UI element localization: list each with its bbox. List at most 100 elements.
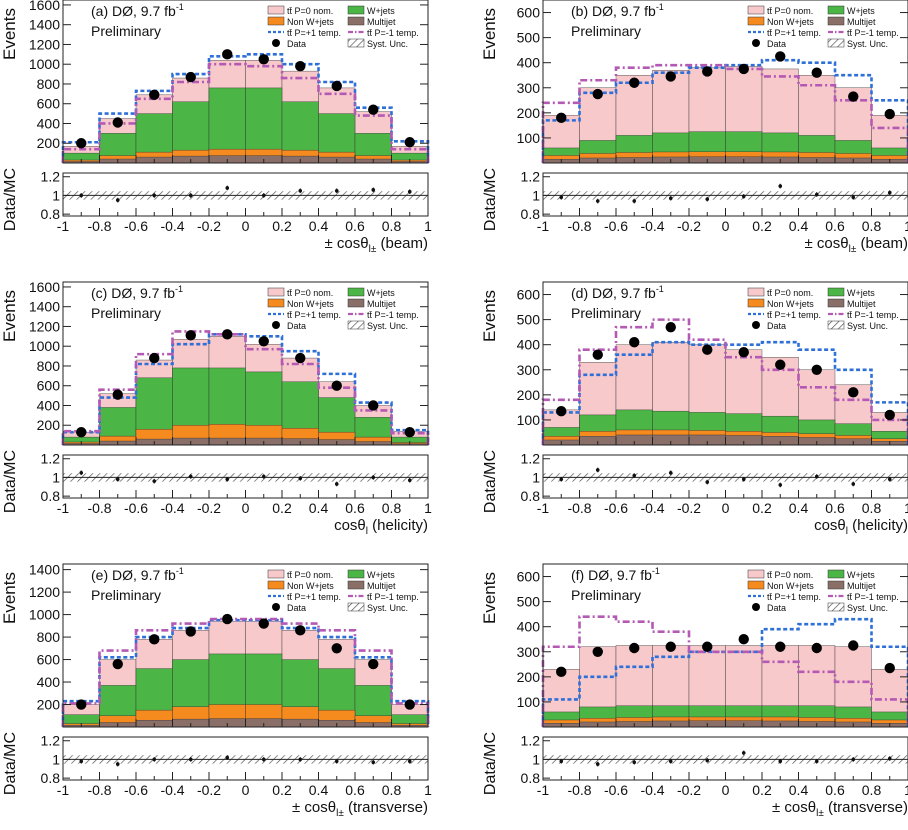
ratio-axis-label: Data/MC	[482, 450, 499, 513]
ratio-tick-label: 1.2	[41, 169, 61, 185]
data-point	[593, 647, 603, 657]
data-point	[76, 699, 86, 709]
legend-p-minus-label: tt̄ P=-1 temp.	[847, 28, 899, 38]
ratio-point	[742, 478, 746, 482]
ratio-tick-label: 1	[532, 469, 540, 485]
legend-nonw-label: Non W+jets	[767, 299, 814, 309]
ratio-point	[815, 193, 819, 197]
ratio-point	[408, 190, 412, 194]
panel-title: (a) DØ, 9.7 fb-1	[91, 2, 184, 19]
ratio-point	[669, 471, 673, 475]
x-tick-label: 0.2	[272, 782, 292, 798]
x-tick-label: 0.4	[789, 782, 809, 798]
legend-nonw-swatch	[748, 581, 764, 589]
ratio-axis-label: Data/MC	[2, 168, 19, 231]
legend-data-label: Data	[767, 321, 786, 331]
ratio-point	[298, 189, 302, 193]
ratio-point	[371, 476, 375, 480]
y-tick-label: 1400	[29, 562, 60, 578]
y-tick-label: 200	[517, 105, 541, 121]
ratio-point	[79, 194, 83, 198]
legend-wjets-swatch	[348, 570, 364, 578]
ratio-point	[262, 194, 266, 198]
ratio-point	[335, 482, 339, 486]
x-axis-label: ± cosθl± (transverse)	[772, 799, 908, 819]
ratio-tick-label: 1.2	[521, 451, 541, 467]
data-point	[775, 360, 785, 370]
data-point	[666, 642, 676, 652]
ratio-tick-label: 1	[52, 187, 60, 203]
panel-title: (c) DØ, 9.7 fb-1	[91, 284, 183, 301]
data-point	[405, 137, 415, 147]
data-point	[629, 78, 639, 88]
ratio-point	[851, 482, 855, 486]
ratio-tick-label: 1.2	[521, 169, 541, 185]
x-tick-label: -0.2	[677, 218, 701, 234]
data-point	[368, 104, 378, 114]
x-tick-label: 0	[242, 782, 250, 798]
legend-nonw-swatch	[748, 17, 764, 25]
y-tick-label: 600	[37, 96, 61, 112]
x-tick-label: 0.2	[272, 218, 292, 234]
ratio-tick-label: 1	[52, 469, 60, 485]
ratio-point	[742, 751, 746, 755]
x-axis-label: cosθl (helicity)	[814, 517, 908, 537]
legend-ttbar-nominal-swatch	[268, 288, 284, 296]
ratio-point	[632, 474, 636, 478]
y-tick-label: 1200	[29, 36, 60, 52]
ratio-point	[152, 194, 156, 198]
x-axis-label: ± cosθl± (beam)	[805, 235, 908, 255]
data-point	[405, 699, 415, 709]
x-tick-label: -0.8	[87, 218, 111, 234]
legend-multijet-swatch	[348, 17, 364, 25]
data-point	[295, 625, 305, 635]
ratio-point	[815, 475, 819, 479]
data-point	[556, 667, 566, 677]
x-tick-label: 0	[242, 500, 250, 516]
legend-ttbar-nominal-label: tt̄ P=0 nom.	[767, 288, 813, 298]
legend-nonw-label: Non W+jets	[287, 17, 334, 27]
legend-p-plus-label: tt̄ P=+1 temp.	[767, 310, 821, 320]
data-point	[666, 322, 676, 332]
legend-wjets-swatch	[348, 288, 364, 296]
y-tick-label: 200	[517, 387, 541, 403]
data-point	[739, 347, 749, 357]
y-tick-label: 600	[37, 378, 61, 394]
data-point	[812, 643, 822, 653]
panel-a: 20040060080010001200140016000.811.2-1-0.…	[0, 0, 432, 255]
legend-p-minus-label: tt̄ P=-1 temp.	[367, 28, 419, 38]
x-tick-label: 1	[424, 782, 432, 798]
ratio-point	[116, 478, 120, 482]
x-tick-label: 1	[904, 782, 908, 798]
legend-ttbar-nominal-label: tt̄ P=0 nom.	[767, 6, 813, 16]
legend-syst-label: Syst. Unc.	[367, 321, 408, 331]
legend-syst-swatch	[348, 39, 364, 47]
panel-title: (f) DØ, 9.7 fb-1	[571, 566, 660, 583]
x-tick-label: 0.6	[345, 500, 365, 516]
ratio-point	[559, 196, 563, 200]
y-tick-label: 1600	[29, 0, 60, 13]
legend-multijet-swatch	[348, 299, 364, 307]
x-tick-label: 0.4	[309, 218, 329, 234]
x-tick-label: 0.6	[345, 218, 365, 234]
legend-data-label: Data	[767, 39, 786, 49]
y-tick-label: 800	[37, 629, 61, 645]
data-point	[113, 117, 123, 127]
ratio-point	[632, 199, 636, 203]
legend-syst-swatch	[828, 603, 844, 611]
x-tick-label: 0.8	[382, 218, 402, 234]
panel-e: 2004006008001000120014000.811.2-1-0.8-0.…	[0, 562, 432, 819]
ratio-point	[371, 760, 375, 764]
legend-nonw-swatch	[268, 17, 284, 25]
x-tick-label: -0.4	[160, 218, 184, 234]
legend-ttbar-nominal-swatch	[268, 6, 284, 14]
legend-wjets-label: W+jets	[847, 570, 875, 580]
ratio-point	[262, 758, 266, 762]
ratio-point	[559, 478, 563, 482]
legend-data-label: Data	[287, 39, 306, 49]
ratio-point	[778, 760, 782, 764]
y-tick-label: 300	[517, 644, 541, 660]
legend-nonw-swatch	[268, 299, 284, 307]
legend-p-plus-label: tt̄ P=+1 temp.	[287, 310, 341, 320]
